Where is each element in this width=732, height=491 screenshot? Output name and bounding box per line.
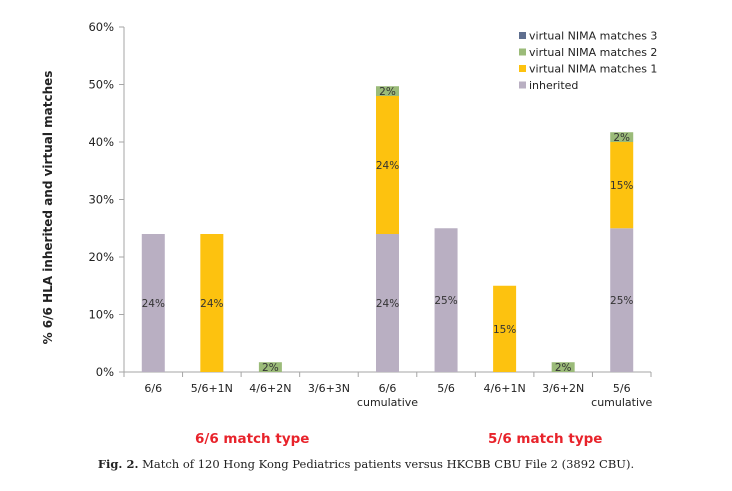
- legend-label: virtual NIMA matches 3: [529, 30, 657, 43]
- data-label: 24%: [376, 160, 399, 172]
- legend-label: virtual NIMA matches 1: [529, 63, 657, 76]
- x-tick-label: 6/6: [144, 382, 162, 395]
- data-label: 24%: [200, 298, 223, 310]
- x-tick-label: 4/6+2N: [249, 382, 291, 395]
- data-label: 2%: [555, 362, 572, 374]
- data-label: 2%: [613, 132, 630, 144]
- bar-segment: [376, 234, 399, 372]
- bar-segment: [551, 362, 575, 372]
- caption-text: Match of 120 Hong Kong Pediatrics patien…: [138, 457, 635, 471]
- data-label: 25%: [434, 295, 457, 307]
- bar-segment: [434, 228, 458, 372]
- legend-label: inherited: [529, 79, 578, 92]
- stacked-bar-chart: 0% 10% 20% 30% 40% 50% 60% % 6/6 HLA inherited …: [41, 20, 657, 409]
- y-tick-label: 10%: [88, 308, 114, 322]
- legend-swatch: [519, 81, 526, 89]
- data-label: 15%: [493, 324, 516, 336]
- data-label: 25%: [610, 295, 633, 307]
- x-tick-label: cumulative: [591, 396, 652, 409]
- legend-label: virtual NIMA matches 2: [529, 46, 657, 59]
- data-label: 15%: [610, 180, 633, 192]
- legend-swatch: [519, 32, 526, 39]
- bar-segment: [141, 234, 165, 372]
- y-axis-title: % 6/6 HLA inherited and virtual matches: [41, 71, 55, 345]
- x-tick-label: 5/6: [613, 382, 631, 395]
- data-label: 2%: [379, 86, 396, 98]
- caption-prefix: Fig. 2.: [97, 457, 139, 471]
- y-tick-label: 40%: [88, 135, 114, 149]
- data-label: 2%: [262, 362, 279, 374]
- figure-caption: Fig. 2. Match of 120 Hong Kong Pediatric…: [0, 457, 732, 471]
- x-tick-label: 5/6+1N: [191, 382, 233, 395]
- legend-swatch: [519, 65, 526, 72]
- y-tick-label: 30%: [88, 193, 114, 207]
- x-tick-label: 5/6: [437, 382, 455, 395]
- bar-segment: [610, 228, 634, 372]
- x-tick-label: 4/6+1N: [484, 382, 526, 395]
- bar-segment: [610, 142, 634, 229]
- bar-segment: [376, 86, 399, 96]
- bar-segment: [376, 96, 399, 234]
- data-label: 24%: [142, 298, 165, 310]
- bar-segment: [493, 285, 517, 372]
- x-tick-label: 3/6+3N: [308, 382, 350, 395]
- y-tick-label: 60%: [88, 20, 114, 34]
- bar-segment: [258, 362, 282, 372]
- x-tick-label: 6/6: [379, 382, 397, 395]
- group-label-5-6: 5/6 match type: [488, 431, 603, 447]
- data-label: 24%: [376, 298, 399, 310]
- y-tick-label: 20%: [88, 250, 114, 264]
- y-tick-label: 0%: [96, 365, 114, 379]
- x-tick-label: 3/6+2N: [542, 382, 584, 395]
- x-tick-label: cumulative: [357, 396, 418, 409]
- legend-swatch: [519, 48, 526, 56]
- y-tick-label: 50%: [88, 78, 114, 92]
- bar-segment: [610, 132, 634, 142]
- group-label-6-6: 6/6 match type: [195, 431, 310, 447]
- bar-segment: [200, 234, 224, 372]
